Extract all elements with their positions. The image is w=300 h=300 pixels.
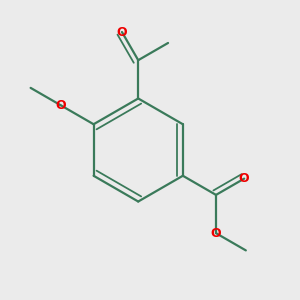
Text: O: O <box>211 227 221 240</box>
Text: O: O <box>55 99 66 112</box>
Text: O: O <box>117 26 127 38</box>
Text: O: O <box>239 172 250 185</box>
